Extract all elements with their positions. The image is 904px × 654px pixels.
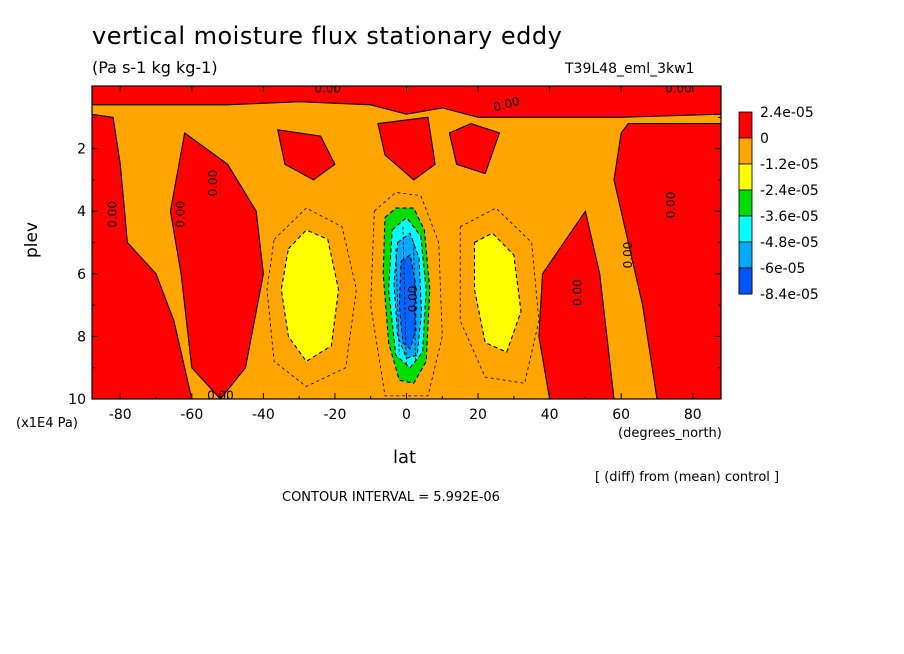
contour-interval: CONTOUR INTERVAL = 5.992E-06 [282, 490, 500, 505]
x-tick-label: 20 [469, 407, 487, 423]
y-axis-units: (x1E4 Pa) [16, 416, 78, 431]
colorbar-swatch [738, 111, 753, 139]
dashed-contour-2 [370, 191, 443, 397]
colorbar-swatch [738, 189, 753, 217]
x-tick-label: -80 [109, 407, 132, 423]
contour-label: 0.00 [492, 94, 521, 114]
region-top-band [92, 86, 721, 118]
contour-label: 0.00 [106, 201, 120, 228]
region-nh-midlat [538, 209, 615, 399]
y-tick-label: 6 [77, 267, 86, 283]
inner-contour-2 [395, 248, 400, 356]
colorbar-label: -3.6e-05 [760, 209, 819, 225]
x-ticks: -80 -60 -40 -20 0 20 40 60 80 [109, 86, 702, 423]
y-tick-label: 2 [77, 142, 86, 158]
colorbar-swatch [738, 163, 753, 191]
x-axis-units: (degrees_north) [618, 426, 722, 441]
region-nh-highlat [613, 123, 721, 399]
colorbar-label: -6e-05 [760, 261, 805, 277]
colorbar: 2.4e-05 0 -1.2e-05 -2.4e-05 -3.6e-05 -4.8e-05… [738, 105, 819, 303]
x-tick-label: -60 [180, 407, 203, 423]
colorbar-label: 2.4e-05 [760, 105, 814, 121]
contour-label: 0.00 [207, 388, 234, 402]
x-tick-label: 80 [684, 407, 702, 423]
contour-label: 0.00 [174, 201, 188, 228]
y-ticks: 2 4 6 8 10 [68, 116, 721, 408]
colorbar-swatch [738, 241, 753, 269]
x-tick-label: -20 [324, 407, 347, 423]
run-name: T39L48_eml_3kw1 [565, 61, 695, 77]
colorbar-swatch [738, 137, 753, 165]
contour-label: 0.00 [406, 285, 420, 312]
contour-label: 0.00 [621, 242, 635, 269]
inner-contour-0 [402, 226, 407, 368]
contour-label: 0.00 [206, 170, 220, 197]
dashed-contour-0 [266, 207, 357, 387]
colorbar-label: -4.8e-05 [760, 235, 819, 251]
contour-label: 0.00 [665, 82, 692, 96]
contour-label: 0.00 [314, 82, 341, 96]
colorbar-swatch [738, 215, 753, 243]
x-tick-label: 0 [402, 407, 411, 423]
chart-title: vertical moisture flux stationary eddy [92, 22, 563, 50]
y-tick-label: 4 [77, 204, 86, 220]
region-sh-subtrop [277, 129, 336, 181]
colorbar-label: -2.4e-05 [760, 183, 819, 199]
x-axis-label: lat [393, 447, 417, 468]
y-tick-label: 8 [77, 329, 86, 345]
region-sh-yellow [280, 229, 340, 363]
diff-note: [ (diff) from (mean) control ] [595, 470, 780, 485]
colorbar-label: -8.4e-05 [760, 287, 819, 303]
colorbar-label: -1.2e-05 [760, 157, 819, 173]
plot-area: 0.00 0.00 0.00 0.00 0.00 0.00 0.00 0.00 0.00 0.00… [92, 82, 721, 402]
contour-label: 0.00 [571, 279, 585, 306]
colorbar-label: 0 [760, 131, 769, 147]
region-eq-deepblue [398, 254, 417, 350]
colorbar-swatch-deepest [738, 267, 753, 295]
x-tick-label: -40 [252, 407, 275, 423]
x-tick-label: 60 [612, 407, 630, 423]
region-sh-highlat [92, 113, 193, 399]
region-nh-subtrop [448, 123, 501, 175]
dashed-contour-1 [459, 207, 540, 384]
chart-units: (Pa s-1 kg kg-1) [92, 58, 218, 77]
x-tick-label: 40 [541, 407, 559, 423]
region-sh-midlat [169, 131, 264, 399]
region-eq-upper [377, 116, 436, 181]
region-nh-yellow [473, 232, 522, 353]
y-tick-label: 10 [68, 392, 86, 408]
contour-label: 0.00 [664, 192, 678, 219]
